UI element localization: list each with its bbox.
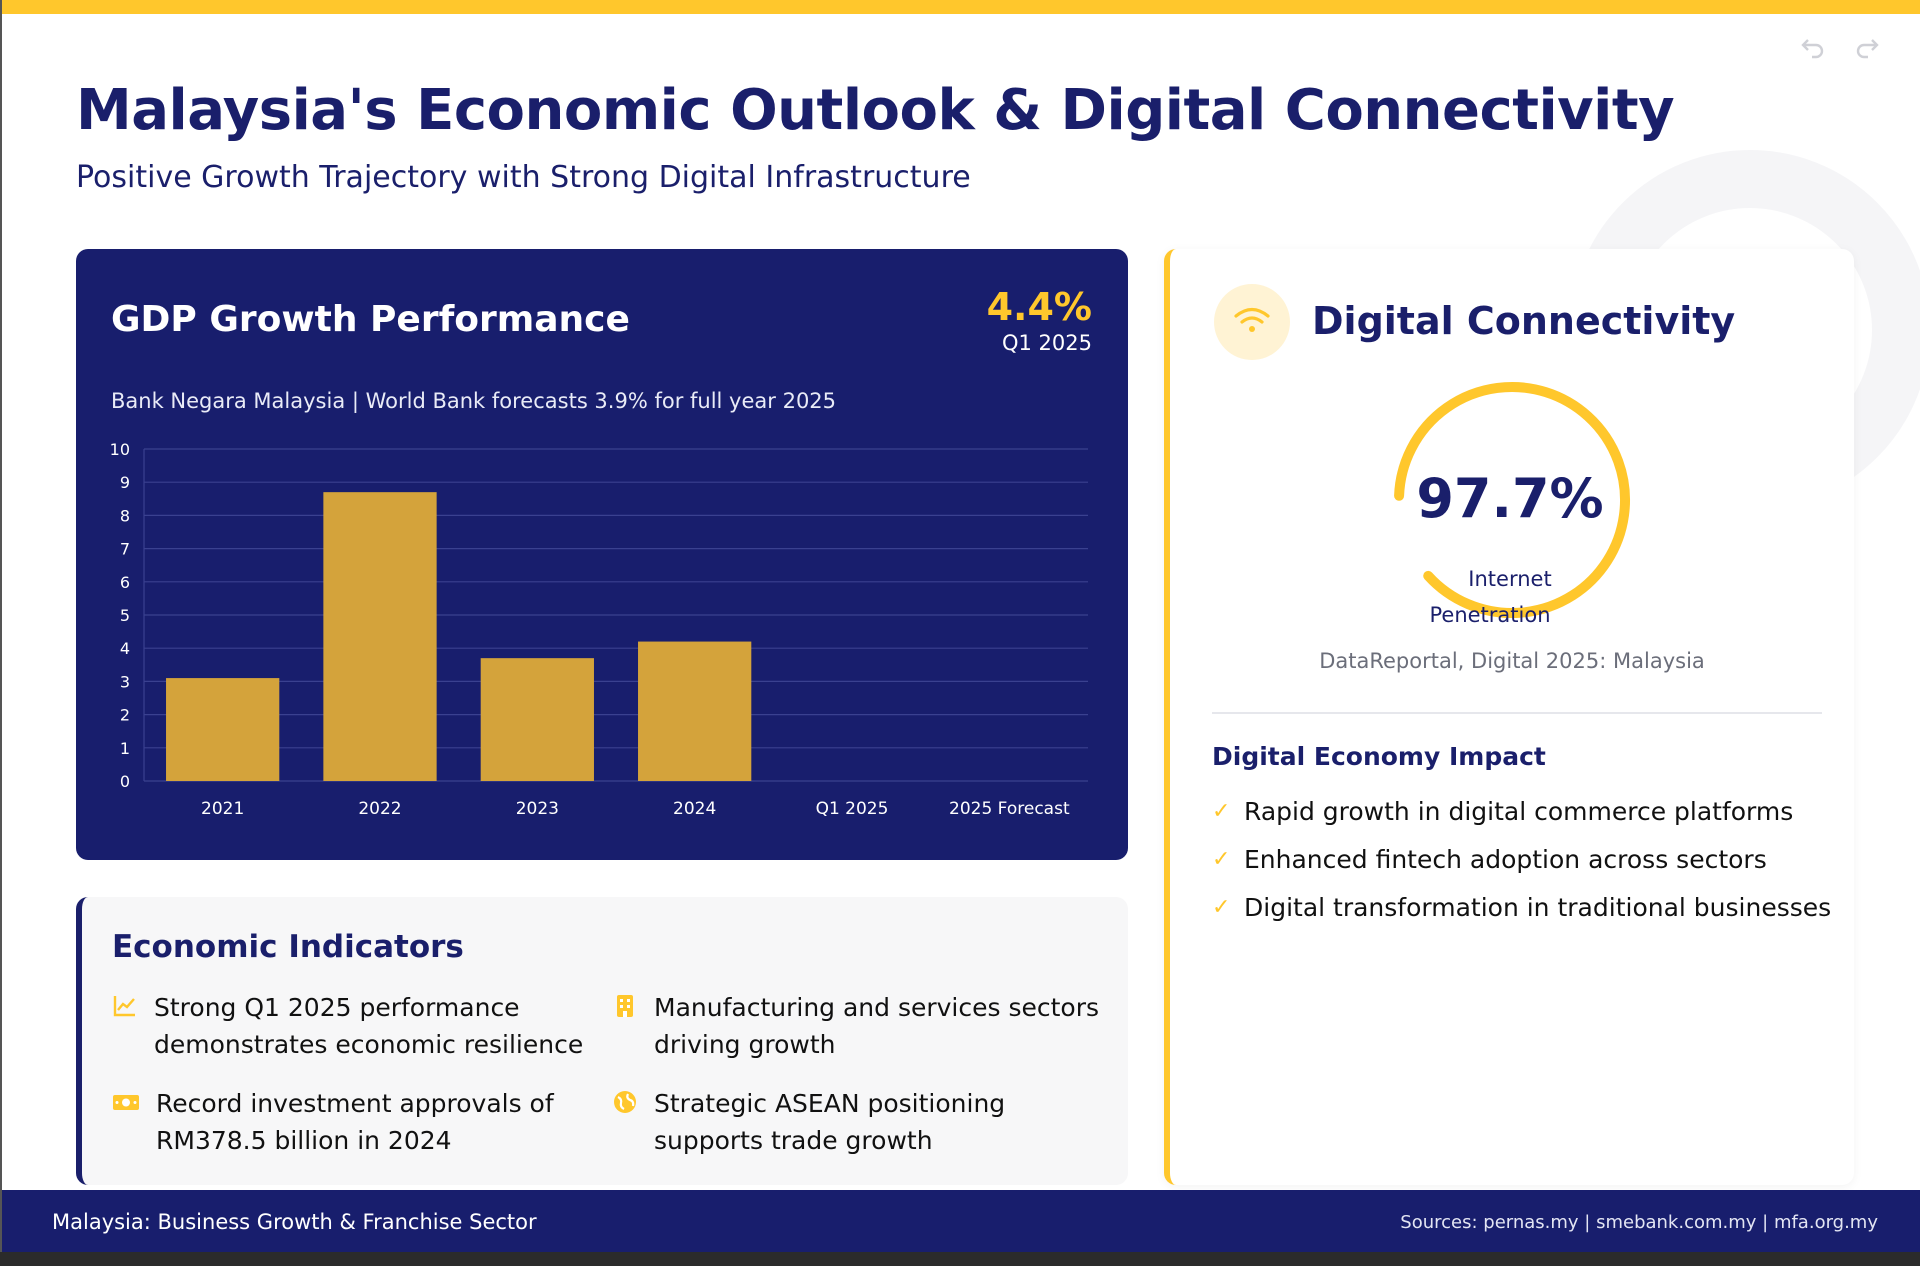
x-tick-label: 2024: [673, 799, 716, 819]
indicator-text-line: RM378.5 billion in 2024: [156, 1126, 452, 1155]
money-icon: [112, 1089, 140, 1115]
digital-connectivity-card: Digital Connectivity 97.7% Internet Pene…: [1164, 249, 1854, 1185]
gauge-value: 97.7%: [1416, 467, 1604, 530]
history-controls: [1800, 34, 1880, 60]
y-tick-label: 2: [120, 706, 130, 725]
y-tick-label: 5: [120, 606, 130, 625]
footer: Malaysia: Business Growth & Franchise Se…: [2, 1190, 1920, 1252]
impact-item: ✓ Rapid growth in digital commerce platfo…: [1212, 787, 1831, 835]
footer-sources: Sources: pernas.my | smebank.com.my | mf…: [1400, 1212, 1878, 1233]
page-subtitle: Positive Growth Trajectory with Strong D…: [76, 160, 971, 195]
x-tick-label: 2022: [358, 799, 401, 819]
globe-icon: [612, 1089, 638, 1115]
indicator-text-line: driving growth: [654, 1030, 836, 1059]
divider: [1212, 712, 1822, 714]
indicators-title: Economic Indicators: [112, 929, 464, 965]
y-tick-label: 10: [110, 440, 130, 459]
bar: [638, 641, 752, 781]
wifi-icon: [1233, 305, 1271, 339]
gdp-stat-value: 4.4%: [986, 285, 1092, 329]
undo-icon[interactable]: [1800, 34, 1826, 60]
chart-line-icon: [112, 993, 138, 1019]
gdp-stat: 4.4% Q1 2025: [987, 285, 1092, 355]
top-accent-bar: [2, 0, 1920, 14]
indicator-text-line: Strategic ASEAN positioning: [654, 1089, 1006, 1118]
y-tick-label: 4: [120, 639, 130, 658]
y-tick-label: 9: [120, 473, 130, 492]
gdp-card: GDP Growth Performance 4.4% Q1 2025 Bank…: [76, 249, 1128, 860]
indicator-text-line: Manufacturing and services sectors: [654, 993, 1100, 1022]
indicator-item: Strong Q1 2025 performance demonstrates …: [112, 989, 583, 1063]
check-icon: ✓: [1212, 894, 1231, 920]
indicator-item: Record investment approvals of RM378.5 b…: [112, 1085, 554, 1159]
gauge-label-line2: Penetration: [1429, 603, 1551, 627]
impact-item-text: Enhanced fintech adoption across sectors: [1244, 844, 1767, 874]
y-tick-label: 6: [120, 573, 130, 592]
wifi-icon-badge: [1214, 284, 1290, 360]
impact-item: ✓ Digital transformation in traditional b…: [1212, 883, 1831, 931]
x-tick-label: Q1 2025: [816, 799, 889, 819]
x-tick-label: 2025 Forecast: [949, 799, 1070, 819]
gauge-label-line1: Internet: [1468, 567, 1552, 591]
redo-icon[interactable]: [1854, 34, 1880, 60]
check-icon: ✓: [1212, 798, 1231, 824]
x-tick-label: 2021: [201, 799, 244, 819]
bar: [480, 658, 594, 781]
impact-item-text: Rapid growth in digital commerce platfor…: [1244, 796, 1794, 826]
bar: [323, 492, 437, 781]
y-tick-label: 7: [120, 540, 130, 559]
page-title: Malaysia's Economic Outlook & Digital Co…: [76, 78, 1675, 143]
impact-item: ✓ Enhanced fintech adoption across sector…: [1212, 835, 1831, 883]
impact-item-text: Digital transformation in traditional bu…: [1244, 892, 1832, 922]
gdp-card-title: GDP Growth Performance: [111, 299, 630, 340]
gdp-source-note: Bank Negara Malaysia | World Bank foreca…: [111, 389, 837, 413]
gdp-bar-chart: 0 1 2 3 4 5 6 7 8 9 10 2021 2022 2023 2024 Q1 2025 2025 …: [110, 440, 1088, 819]
y-tick-label: 3: [120, 672, 130, 691]
gauge-arc: [1394, 382, 1630, 618]
gdp-stat-label: Q1 2025: [1001, 331, 1092, 355]
bar: [166, 678, 280, 781]
y-tick-label: 0: [120, 772, 130, 791]
indicator-item: Strategic ASEAN positioning supports tra…: [612, 1085, 1005, 1159]
internet-penetration-gauge: [1394, 382, 1630, 618]
indicator-text-line: Record investment approvals of: [156, 1089, 554, 1118]
digital-source-note: DataReportal, Digital 2025: Malaysia: [1319, 649, 1705, 673]
x-tick-label: 2023: [516, 799, 559, 819]
building-icon: [612, 993, 638, 1019]
impact-list: ✓ Rapid growth in digital commerce platfo…: [1212, 787, 1831, 931]
check-icon: ✓: [1212, 846, 1231, 872]
indicator-text-line: supports trade growth: [654, 1126, 933, 1155]
indicator-text-line: demonstrates economic resilience: [154, 1030, 584, 1059]
y-tick-label: 1: [120, 739, 130, 758]
indicator-item: Manufacturing and services sectors drivi…: [612, 989, 1099, 1063]
y-tick-label: 8: [120, 506, 130, 525]
digital-card-title: Digital Connectivity: [1312, 299, 1736, 343]
indicator-text-line: Strong Q1 2025 performance: [154, 993, 520, 1022]
impact-title: Digital Economy Impact: [1212, 742, 1546, 771]
economic-indicators-card: Economic Indicators Strong Q1 2025 perfo…: [76, 897, 1128, 1185]
footer-title: Malaysia: Business Growth & Franchise Se…: [52, 1210, 537, 1234]
